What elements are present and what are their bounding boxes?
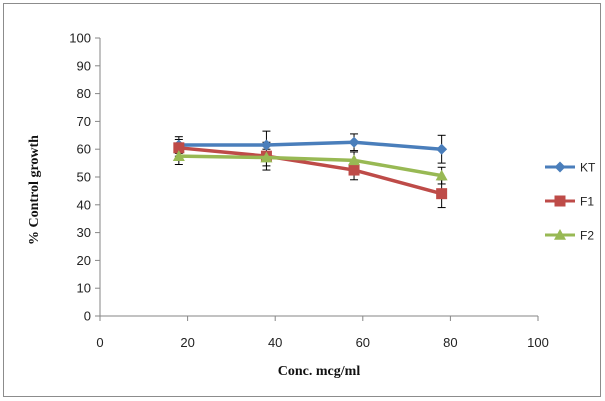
data-point-kt [436,143,448,155]
data-point-kt [348,136,360,148]
legend-label-f1: F1 [580,195,594,209]
axes: 0 10 20 30 40 50 60 70 80 90 100 0 20 40 60 80 100 [69,31,549,351]
x-tick-label: 0 [96,335,103,350]
y-tick-label: 70 [77,114,91,129]
y-axis-title: % Control growth [27,135,42,245]
y-tick-label: 60 [77,142,91,157]
y-tick-label: 10 [77,281,91,296]
y-tick-label: 0 [84,309,91,324]
data-point-f1 [348,164,360,176]
y-tick-label: 50 [77,170,91,185]
series-line-kt [178,140,442,151]
data-point-f1 [436,188,448,200]
x-tick-label: 80 [443,335,457,350]
x-tick-label: 20 [180,335,194,350]
series-line-f2 [178,154,442,178]
legend-label-kt: KT [580,161,596,175]
legend-label-f2: F2 [580,229,594,243]
x-tick-label: 40 [268,335,282,350]
y-tick-label: 20 [77,253,91,268]
legend-item-f1: F1 [545,195,594,209]
y-tick-label: 30 [77,225,91,240]
data-point-f2 [435,169,448,181]
legend: KT F1 F2 [545,161,596,243]
series-layer [172,130,448,209]
data-point-f1 [173,142,185,154]
data-point-f2 [348,154,361,166]
series-line-f1 [178,146,443,196]
y-tick-label: 80 [77,86,91,101]
x-tick-label: 60 [356,335,370,350]
legend-marker-f2 [554,229,566,240]
x-axis-title: Conc. mcg/ml [278,364,361,379]
legend-marker-kt [554,161,566,173]
legend-marker-f1 [554,195,566,207]
y-tick-label: 40 [77,197,91,212]
data-point-f2 [172,150,185,161]
legend-item-f2: F2 [545,229,594,243]
data-point-f2 [260,151,273,163]
y-tick-label: 90 [77,58,91,73]
y-tick-label: 100 [69,31,91,46]
x-tick-label: 100 [527,335,549,350]
legend-item-kt: KT [545,161,596,175]
data-point-kt [260,139,272,151]
chart-frame [3,3,601,397]
